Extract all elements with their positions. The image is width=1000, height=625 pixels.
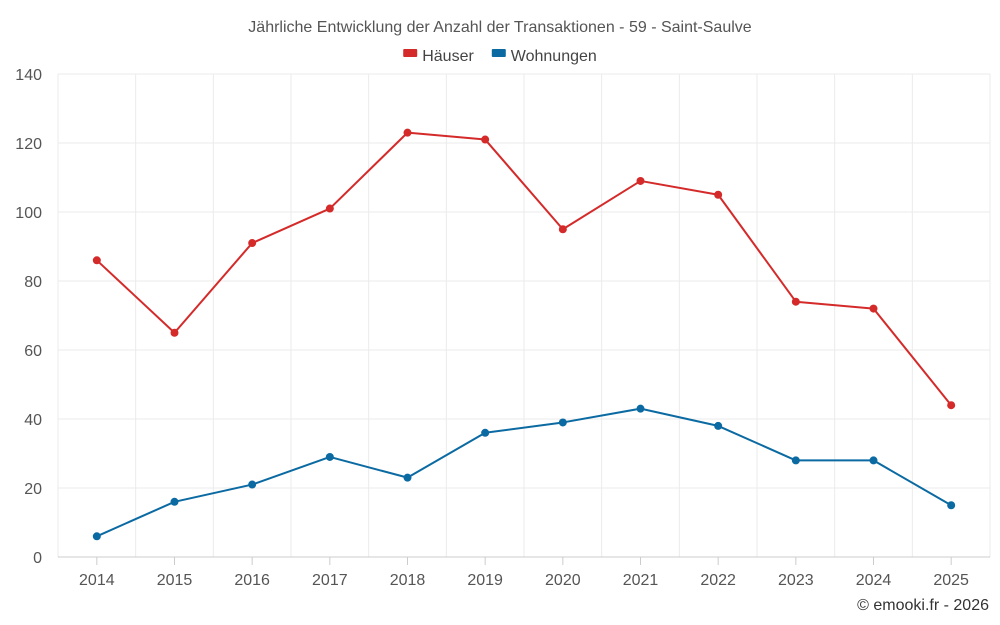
y-tick-label: 40 <box>24 412 42 429</box>
series-0-line <box>96 131 952 406</box>
y-tick-label: 0 <box>33 550 42 567</box>
series-0-point[interactable] <box>92 256 101 265</box>
series-0-point[interactable] <box>636 176 645 185</box>
series-1-point[interactable] <box>714 421 723 430</box>
series-1-line <box>96 407 952 538</box>
legend-label: Häuser <box>422 48 474 65</box>
series-0-point[interactable] <box>248 239 257 248</box>
x-tick-label: 2016 <box>234 572 270 589</box>
series-1-point[interactable] <box>92 532 101 541</box>
x-tick-label: 2018 <box>390 572 426 589</box>
legend: Häuser Wohnungen <box>403 48 597 65</box>
x-tick-label: 2023 <box>778 572 814 589</box>
series-0-point[interactable] <box>170 328 179 337</box>
legend-item-series-1[interactable]: Wohnungen <box>491 48 597 65</box>
series-0-point[interactable] <box>869 304 878 313</box>
x-tick-label: 2025 <box>933 572 969 589</box>
series-1-point[interactable] <box>636 404 645 413</box>
x-tick-label: 2017 <box>312 572 348 589</box>
series-1-point[interactable] <box>869 456 878 465</box>
series-0-point[interactable] <box>481 135 490 144</box>
y-axis: 0 20 40 60 80 100 120 140 <box>15 67 42 567</box>
x-tick-label: 2024 <box>856 572 892 589</box>
x-tick-label: 2022 <box>700 572 736 589</box>
series-1-point[interactable] <box>481 428 490 437</box>
legend-swatch <box>403 49 418 57</box>
x-tick-label: 2014 <box>79 572 115 589</box>
series-0-point[interactable] <box>714 190 723 199</box>
y-tick-label: 80 <box>24 274 42 291</box>
series-0-point[interactable] <box>947 401 956 410</box>
x-tick-label: 2020 <box>545 572 581 589</box>
y-tick-label: 120 <box>15 136 42 153</box>
series-1-point[interactable] <box>325 452 334 461</box>
x-axis: 2014 2015 2016 2017 2018 2019 2020 2021 2022 2023… <box>58 556 990 589</box>
series-0-point[interactable] <box>325 204 334 213</box>
series-0-point[interactable] <box>791 297 800 306</box>
y-tick-label: 140 <box>15 67 42 84</box>
series-1-point[interactable] <box>403 473 412 482</box>
series-0-point[interactable] <box>558 225 567 234</box>
y-tick-label: 20 <box>24 481 42 498</box>
chart-title: Jährliche Entwicklung der Anzahl der Tra… <box>248 19 751 36</box>
grid <box>57 73 991 557</box>
y-tick-label: 100 <box>15 205 42 222</box>
credit-text: © emooki.fr - 2026 <box>857 597 989 614</box>
series-group <box>92 128 956 541</box>
legend-label: Wohnungen <box>511 48 597 65</box>
series-1-point[interactable] <box>170 497 179 506</box>
x-tick-label: 2019 <box>467 572 503 589</box>
x-tick-label: 2015 <box>157 572 193 589</box>
series-1-point[interactable] <box>248 480 257 489</box>
x-tick-label: 2021 <box>623 572 659 589</box>
series-1-point[interactable] <box>791 456 800 465</box>
series-0-point[interactable] <box>403 128 412 137</box>
legend-item-series-0[interactable]: Häuser <box>403 48 474 65</box>
y-tick-label: 60 <box>24 343 42 360</box>
series-1-point[interactable] <box>558 418 567 427</box>
series-1-point[interactable] <box>947 501 956 510</box>
legend-swatch <box>491 49 506 57</box>
